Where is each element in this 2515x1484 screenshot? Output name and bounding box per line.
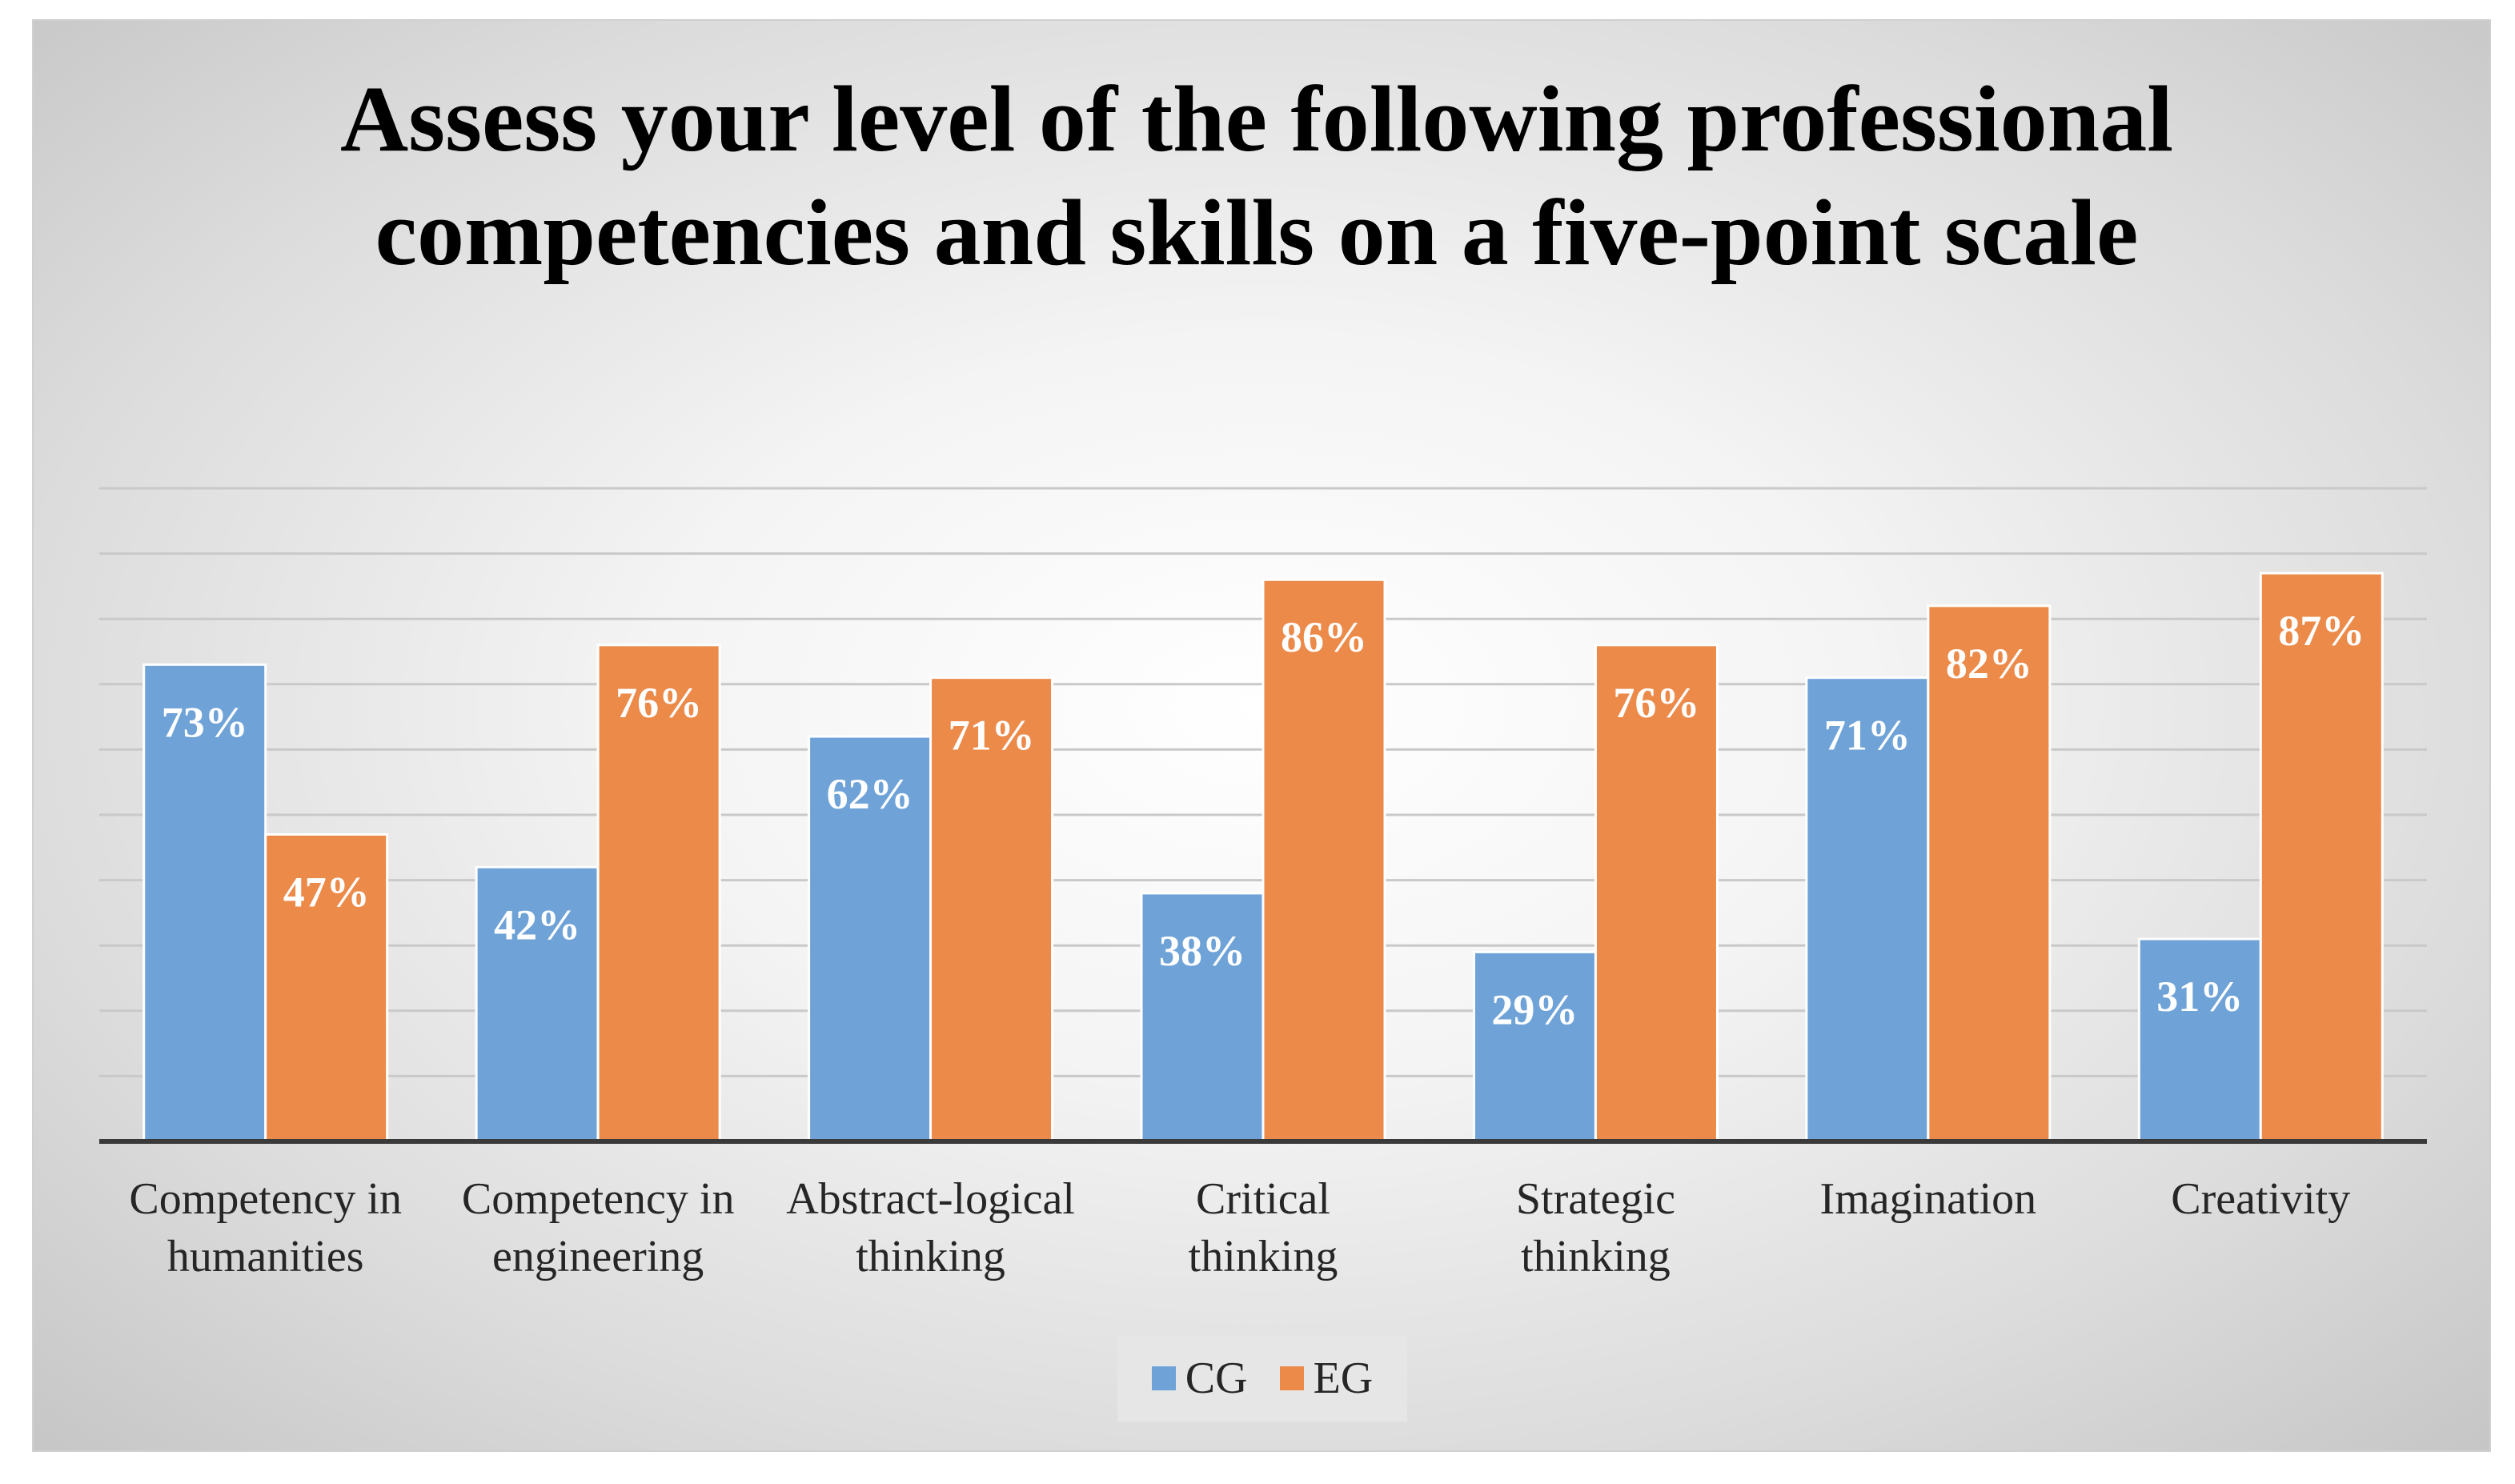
bar-label-cg-5: 71% [1824,712,1911,760]
bar-cg-5 [1805,676,1930,1143]
bar-eg-5 [1927,604,2052,1143]
category-label-3-line-0: Critical [1196,1174,1330,1224]
bar-cg-2 [808,735,933,1143]
legend: CG EG [1117,1335,1407,1422]
bar-label-cg-3: 38% [1159,927,1245,975]
category-label-0-line-1: humanities [167,1232,364,1281]
legend-label-eg: EG [1313,1354,1374,1403]
category-label-1-line-0: Competency in [462,1174,735,1224]
legend-entry-eg: EG [1279,1353,1374,1404]
category-label-2-line-0: Abstract-logical [786,1174,1075,1224]
bar-label-cg-1: 42% [494,900,580,949]
bar-labels: 73% 42% 62% 38% 29% 71% 31% 47% 76% 71% 86% 76% 82% 8… [162,607,2365,1033]
bar-cg-6 [2137,937,2262,1143]
bar-eg-4 [1594,644,1719,1143]
bar-label-eg-3: 86% [1281,613,1367,661]
legend-swatch-cg [1151,1366,1176,1390]
legend-swatch-eg [1279,1366,1304,1390]
legend-entry-cg: CG [1151,1353,1248,1404]
bar-label-cg-4: 29% [1491,985,1578,1033]
category-label-0-line-0: Competency in [129,1174,402,1224]
bar-cg-4 [1472,950,1597,1143]
bar-eg-0 [264,832,389,1143]
bars [142,572,2384,1143]
category-label-2-line-1: thinking [856,1232,1005,1281]
bar-label-eg-6: 87% [2278,607,2365,655]
category-label-1-line-1: engineering [492,1232,704,1281]
bar-label-cg-2: 62% [827,770,913,818]
category-label-3-line-1: thinking [1189,1232,1338,1281]
bar-eg-2 [929,676,1054,1143]
legend-label-cg: CG [1185,1354,1248,1403]
bar-label-eg-1: 76% [616,679,702,727]
chart-title: Assess your level of the following profe… [339,66,2174,285]
bar-label-eg-5: 82% [1946,640,2032,688]
bar-label-cg-6: 31% [2156,973,2243,1021]
bar-label-cg-0: 73% [162,698,248,746]
category-label-4-line-0: Strategic [1516,1174,1675,1224]
bar-label-eg-0: 47% [283,868,370,916]
category-label-4-line-1: thinking [1521,1232,1671,1281]
category-label-6-line-0: Creativity [2171,1174,2350,1224]
bar-eg-3 [1262,578,1386,1143]
bar-label-eg-4: 76% [1613,679,1699,727]
bar-eg-6 [2259,572,2384,1143]
bar-label-eg-2: 71% [949,712,1035,760]
bar-cg-3 [1140,892,1265,1143]
chart-frame [32,19,2491,1452]
category-label-5-line-0: Imagination [1820,1174,2037,1224]
category-labels: Competency in humanities Competency in engi… [129,1174,2350,1281]
